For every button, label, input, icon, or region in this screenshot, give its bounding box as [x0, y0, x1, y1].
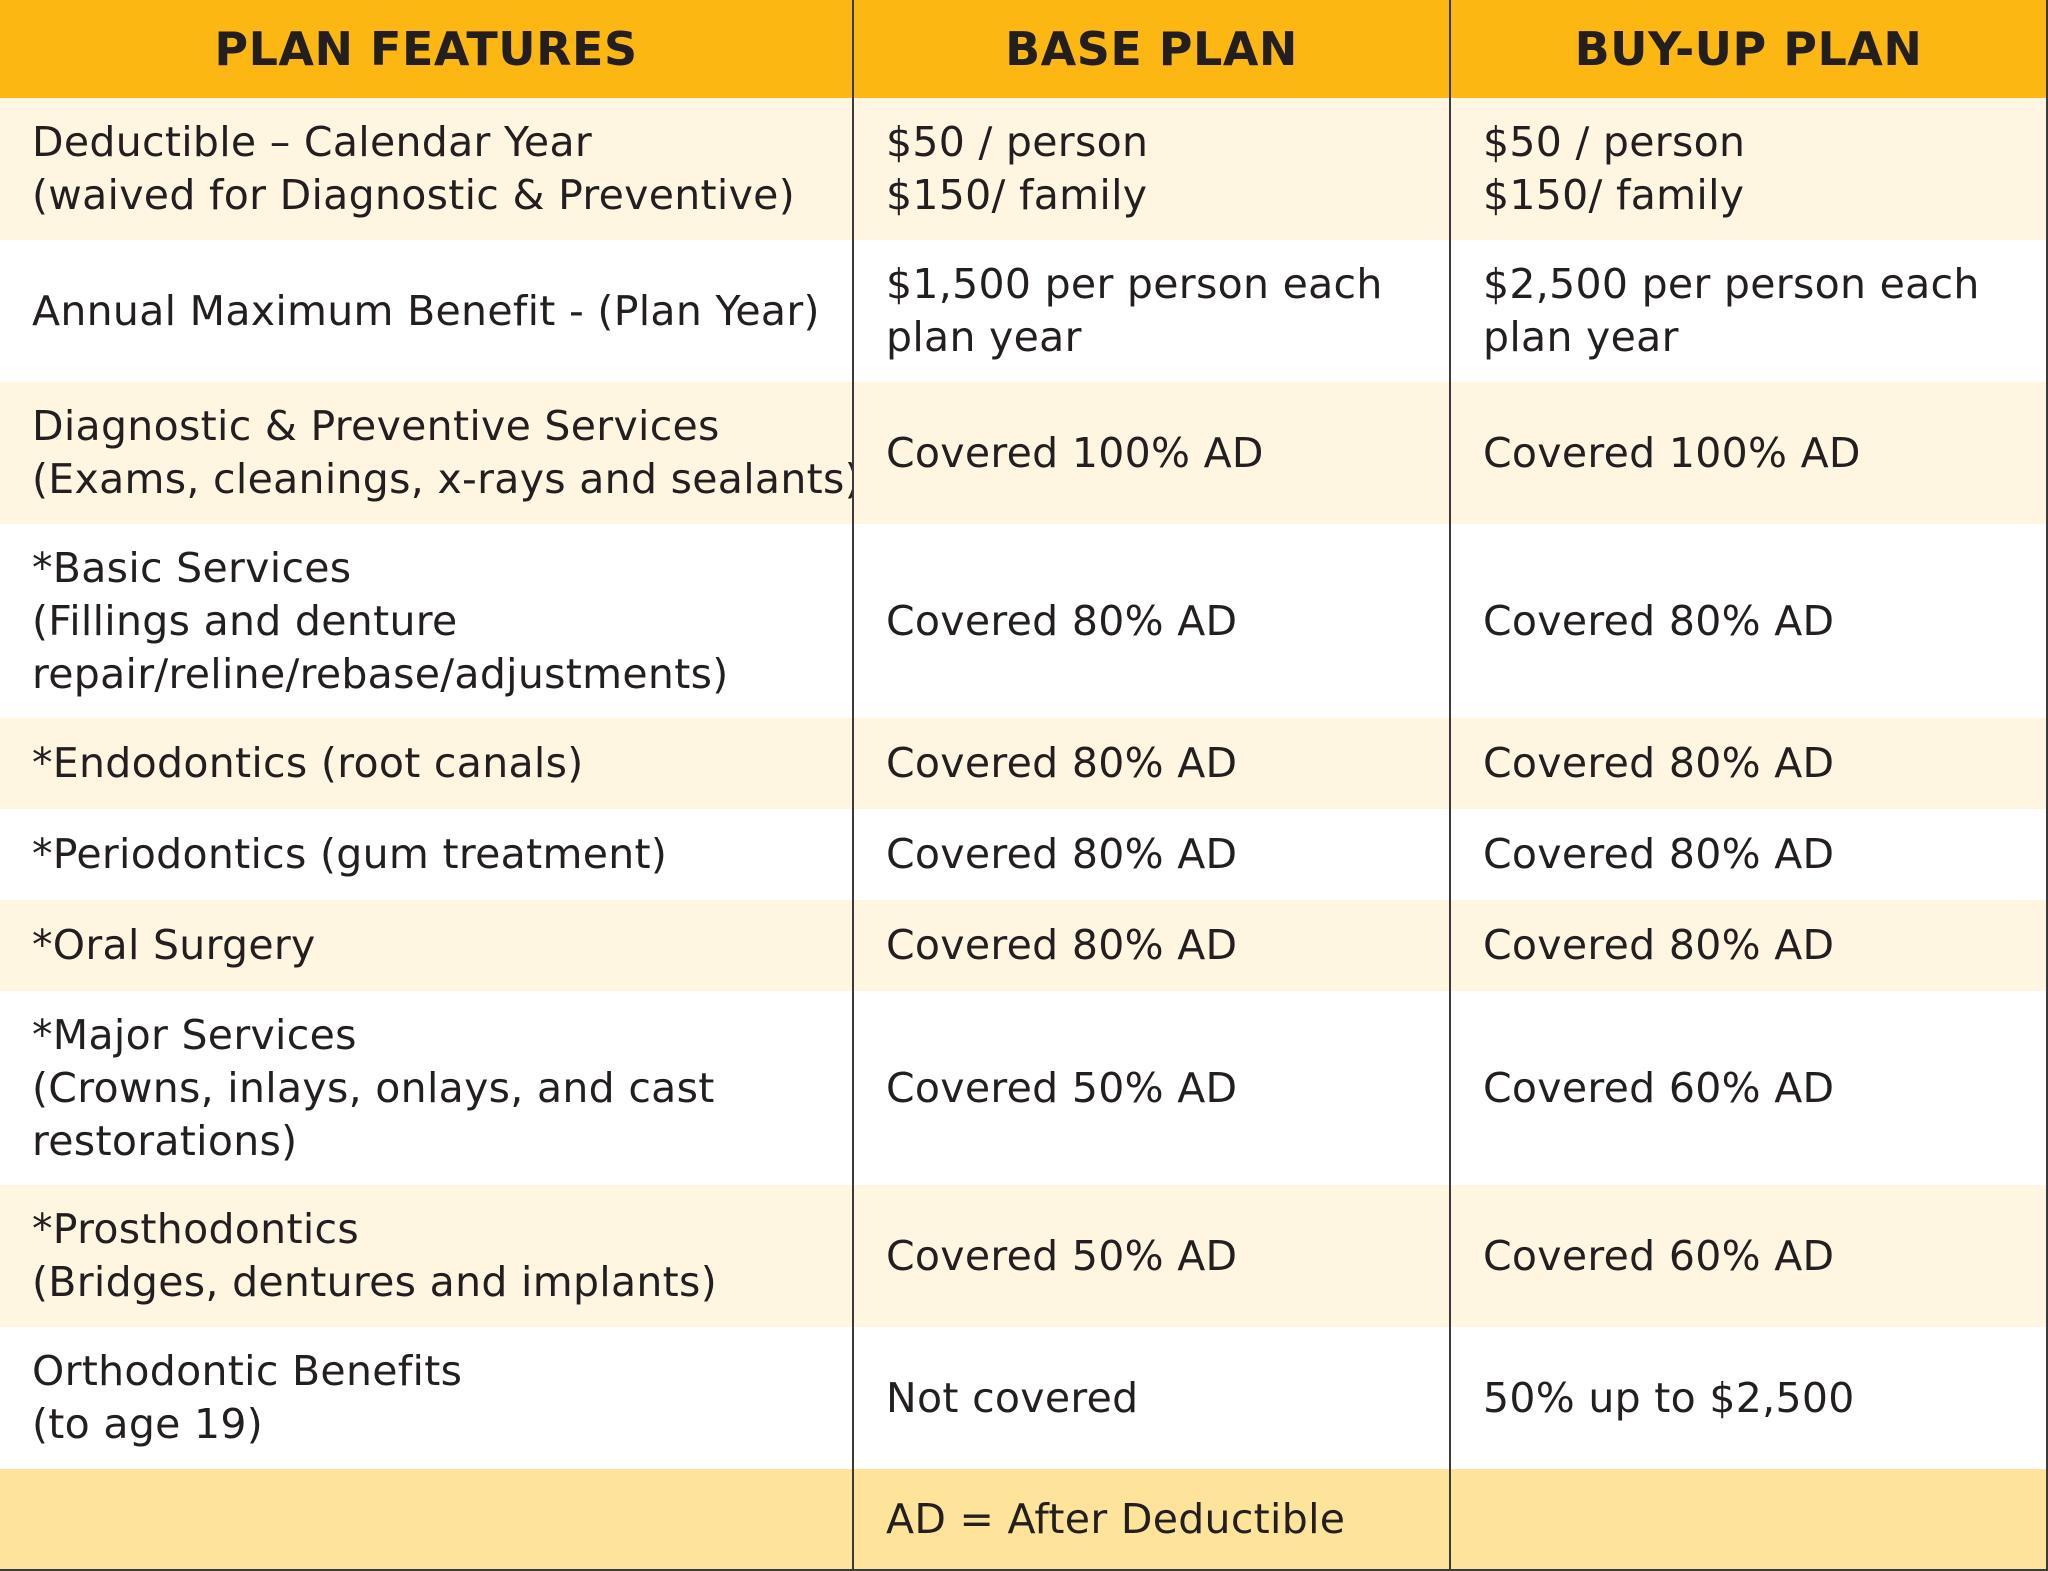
base-plan-line: Covered 80% AD	[886, 921, 1238, 969]
buy-up-plan-line: Covered 80% AD	[1483, 921, 1835, 969]
feature-cell: *Periodontics (gum treatment)	[0, 809, 853, 900]
table-row: *Prosthodontics (Bridges, dentures and i…	[0, 1185, 2047, 1327]
base-plan-cell: Covered 50% AD	[852, 991, 1450, 1185]
buy-up-plan-cell: Covered 60% AD	[1449, 991, 2047, 1185]
base-plan-line: Covered 80% AD	[886, 830, 1238, 878]
buy-up-plan-cell: Covered 80% AD	[1449, 900, 2047, 991]
footer-note: AD = After Deductible	[852, 1469, 1450, 1570]
table-row: *Major Services (Crowns, inlays, onlays,…	[0, 991, 2047, 1185]
table-row: *Periodontics (gum treatment) Covered 80…	[0, 809, 2047, 900]
header-row: PLAN FEATURES BASE PLAN BUY-UP PLAN	[0, 0, 2047, 98]
base-plan-cell: Covered 80% AD	[852, 524, 1450, 718]
feature-line: (Fillings and denture	[32, 596, 458, 645]
feature-line: *Endodontics (root canals)	[32, 739, 584, 787]
base-plan-line: $50 / person	[886, 118, 1149, 166]
buy-up-plan-cell: Covered 100% AD	[1449, 382, 2047, 524]
feature-cell: *Basic Services (Fillings and denture re…	[0, 524, 853, 718]
buy-up-plan-line: Covered 80% AD	[1483, 596, 1835, 645]
buy-up-plan-line: Covered 60% AD	[1483, 1063, 1835, 1112]
base-plan-cell: Covered 100% AD	[852, 382, 1450, 524]
feature-line: (waived for Diagnostic & Preventive)	[32, 171, 795, 219]
base-plan-cell: Covered 80% AD	[852, 900, 1450, 991]
table-row: *Endodontics (root canals) Covered 80% A…	[0, 718, 2047, 809]
base-plan-line: Covered 50% AD	[886, 1063, 1238, 1112]
header-buy-up-plan: BUY-UP PLAN	[1449, 0, 2047, 98]
base-plan-line: Not covered	[886, 1373, 1139, 1422]
feature-line: Deductible – Calendar Year	[32, 118, 593, 166]
base-plan-cell: $50 / person $150/ family	[852, 98, 1450, 240]
feature-cell: Diagnostic & Preventive Services (Exams,…	[0, 382, 853, 524]
buy-up-plan-line: Covered 60% AD	[1483, 1231, 1835, 1280]
buy-up-plan-line: plan year	[1483, 313, 1679, 361]
table-row: *Oral Surgery Covered 80% AD Covered 80%…	[0, 900, 2047, 991]
buy-up-plan-cell: Covered 60% AD	[1449, 1185, 2047, 1327]
buy-up-plan-cell: 50% up to $2,500	[1449, 1327, 2047, 1469]
table-row: Orthodontic Benefits (to age 19) Not cov…	[0, 1327, 2047, 1469]
base-plan-cell: Not covered	[852, 1327, 1450, 1469]
buy-up-plan-line: Covered 100% AD	[1483, 428, 1861, 477]
base-plan-line: Covered 100% AD	[886, 428, 1264, 477]
buy-up-plan-line: $50 / person	[1483, 118, 1746, 166]
buy-up-plan-line: $150/ family	[1483, 171, 1745, 219]
feature-line: (Crowns, inlays, onlays, and cast	[32, 1063, 715, 1112]
base-plan-cell: Covered 80% AD	[852, 809, 1450, 900]
feature-cell: Orthodontic Benefits (to age 19)	[0, 1327, 853, 1469]
base-plan-line: $150/ family	[886, 171, 1148, 219]
feature-line: (Bridges, dentures and implants)	[32, 1258, 717, 1306]
feature-line: *Periodontics (gum treatment)	[32, 830, 668, 878]
buy-up-plan-line: 50% up to $2,500	[1483, 1373, 1855, 1422]
base-plan-cell: Covered 80% AD	[852, 718, 1450, 809]
base-plan-line: $1,500 per person each	[886, 260, 1383, 308]
buy-up-plan-line: Covered 80% AD	[1483, 830, 1835, 878]
buy-up-plan-cell: Covered 80% AD	[1449, 718, 2047, 809]
feature-cell: *Endodontics (root canals)	[0, 718, 853, 809]
base-plan-cell: $1,500 per person each plan year	[852, 240, 1450, 382]
feature-line: *Major Services	[32, 1010, 357, 1059]
feature-cell: *Major Services (Crowns, inlays, onlays,…	[0, 991, 853, 1185]
table-row: *Basic Services (Fillings and denture re…	[0, 524, 2047, 718]
feature-line: repair/reline/rebase/adjustments)	[32, 649, 729, 698]
base-plan-line: Covered 50% AD	[886, 1231, 1238, 1280]
buy-up-plan-line: $2,500 per person each	[1483, 260, 1980, 308]
feature-line: Diagnostic & Preventive Services	[32, 402, 720, 450]
feature-line: restorations)	[32, 1116, 298, 1165]
table-row: Deductible – Calendar Year (waived for D…	[0, 98, 2047, 240]
feature-line: *Prosthodontics	[32, 1205, 360, 1253]
base-plan-cell: Covered 50% AD	[852, 1185, 1450, 1327]
buy-up-plan-cell: Covered 80% AD	[1449, 809, 2047, 900]
base-plan-line: plan year	[886, 313, 1082, 361]
footer-empty-cell	[0, 1469, 853, 1570]
buy-up-plan-cell: Covered 80% AD	[1449, 524, 2047, 718]
base-plan-line: Covered 80% AD	[886, 739, 1238, 787]
buy-up-plan-cell: $2,500 per person each plan year	[1449, 240, 2047, 382]
table-row: Annual Maximum Benefit - (Plan Year) $1,…	[0, 240, 2047, 382]
feature-cell: *Prosthodontics (Bridges, dentures and i…	[0, 1185, 853, 1327]
feature-cell: Annual Maximum Benefit - (Plan Year)	[0, 240, 853, 382]
feature-cell: *Oral Surgery	[0, 900, 853, 991]
buy-up-plan-line: Covered 80% AD	[1483, 739, 1835, 787]
footer-row: AD = After Deductible	[0, 1469, 2047, 1570]
feature-line: (Exams, cleanings, x-rays and sealants)	[32, 455, 853, 503]
buy-up-plan-cell: $50 / person $150/ family	[1449, 98, 2047, 240]
header-plan-features: PLAN FEATURES	[0, 0, 853, 98]
feature-line: *Oral Surgery	[32, 921, 316, 969]
header-base-plan: BASE PLAN	[852, 0, 1450, 98]
feature-line: Annual Maximum Benefit - (Plan Year)	[32, 286, 820, 335]
feature-line: Orthodontic Benefits	[32, 1347, 463, 1395]
table-row: Diagnostic & Preventive Services (Exams,…	[0, 382, 2047, 524]
footer-empty-cell	[1449, 1469, 2047, 1570]
feature-line: *Basic Services	[32, 543, 352, 592]
feature-line: (to age 19)	[32, 1400, 264, 1448]
feature-cell: Deductible – Calendar Year (waived for D…	[0, 98, 853, 240]
base-plan-line: Covered 80% AD	[886, 596, 1238, 645]
